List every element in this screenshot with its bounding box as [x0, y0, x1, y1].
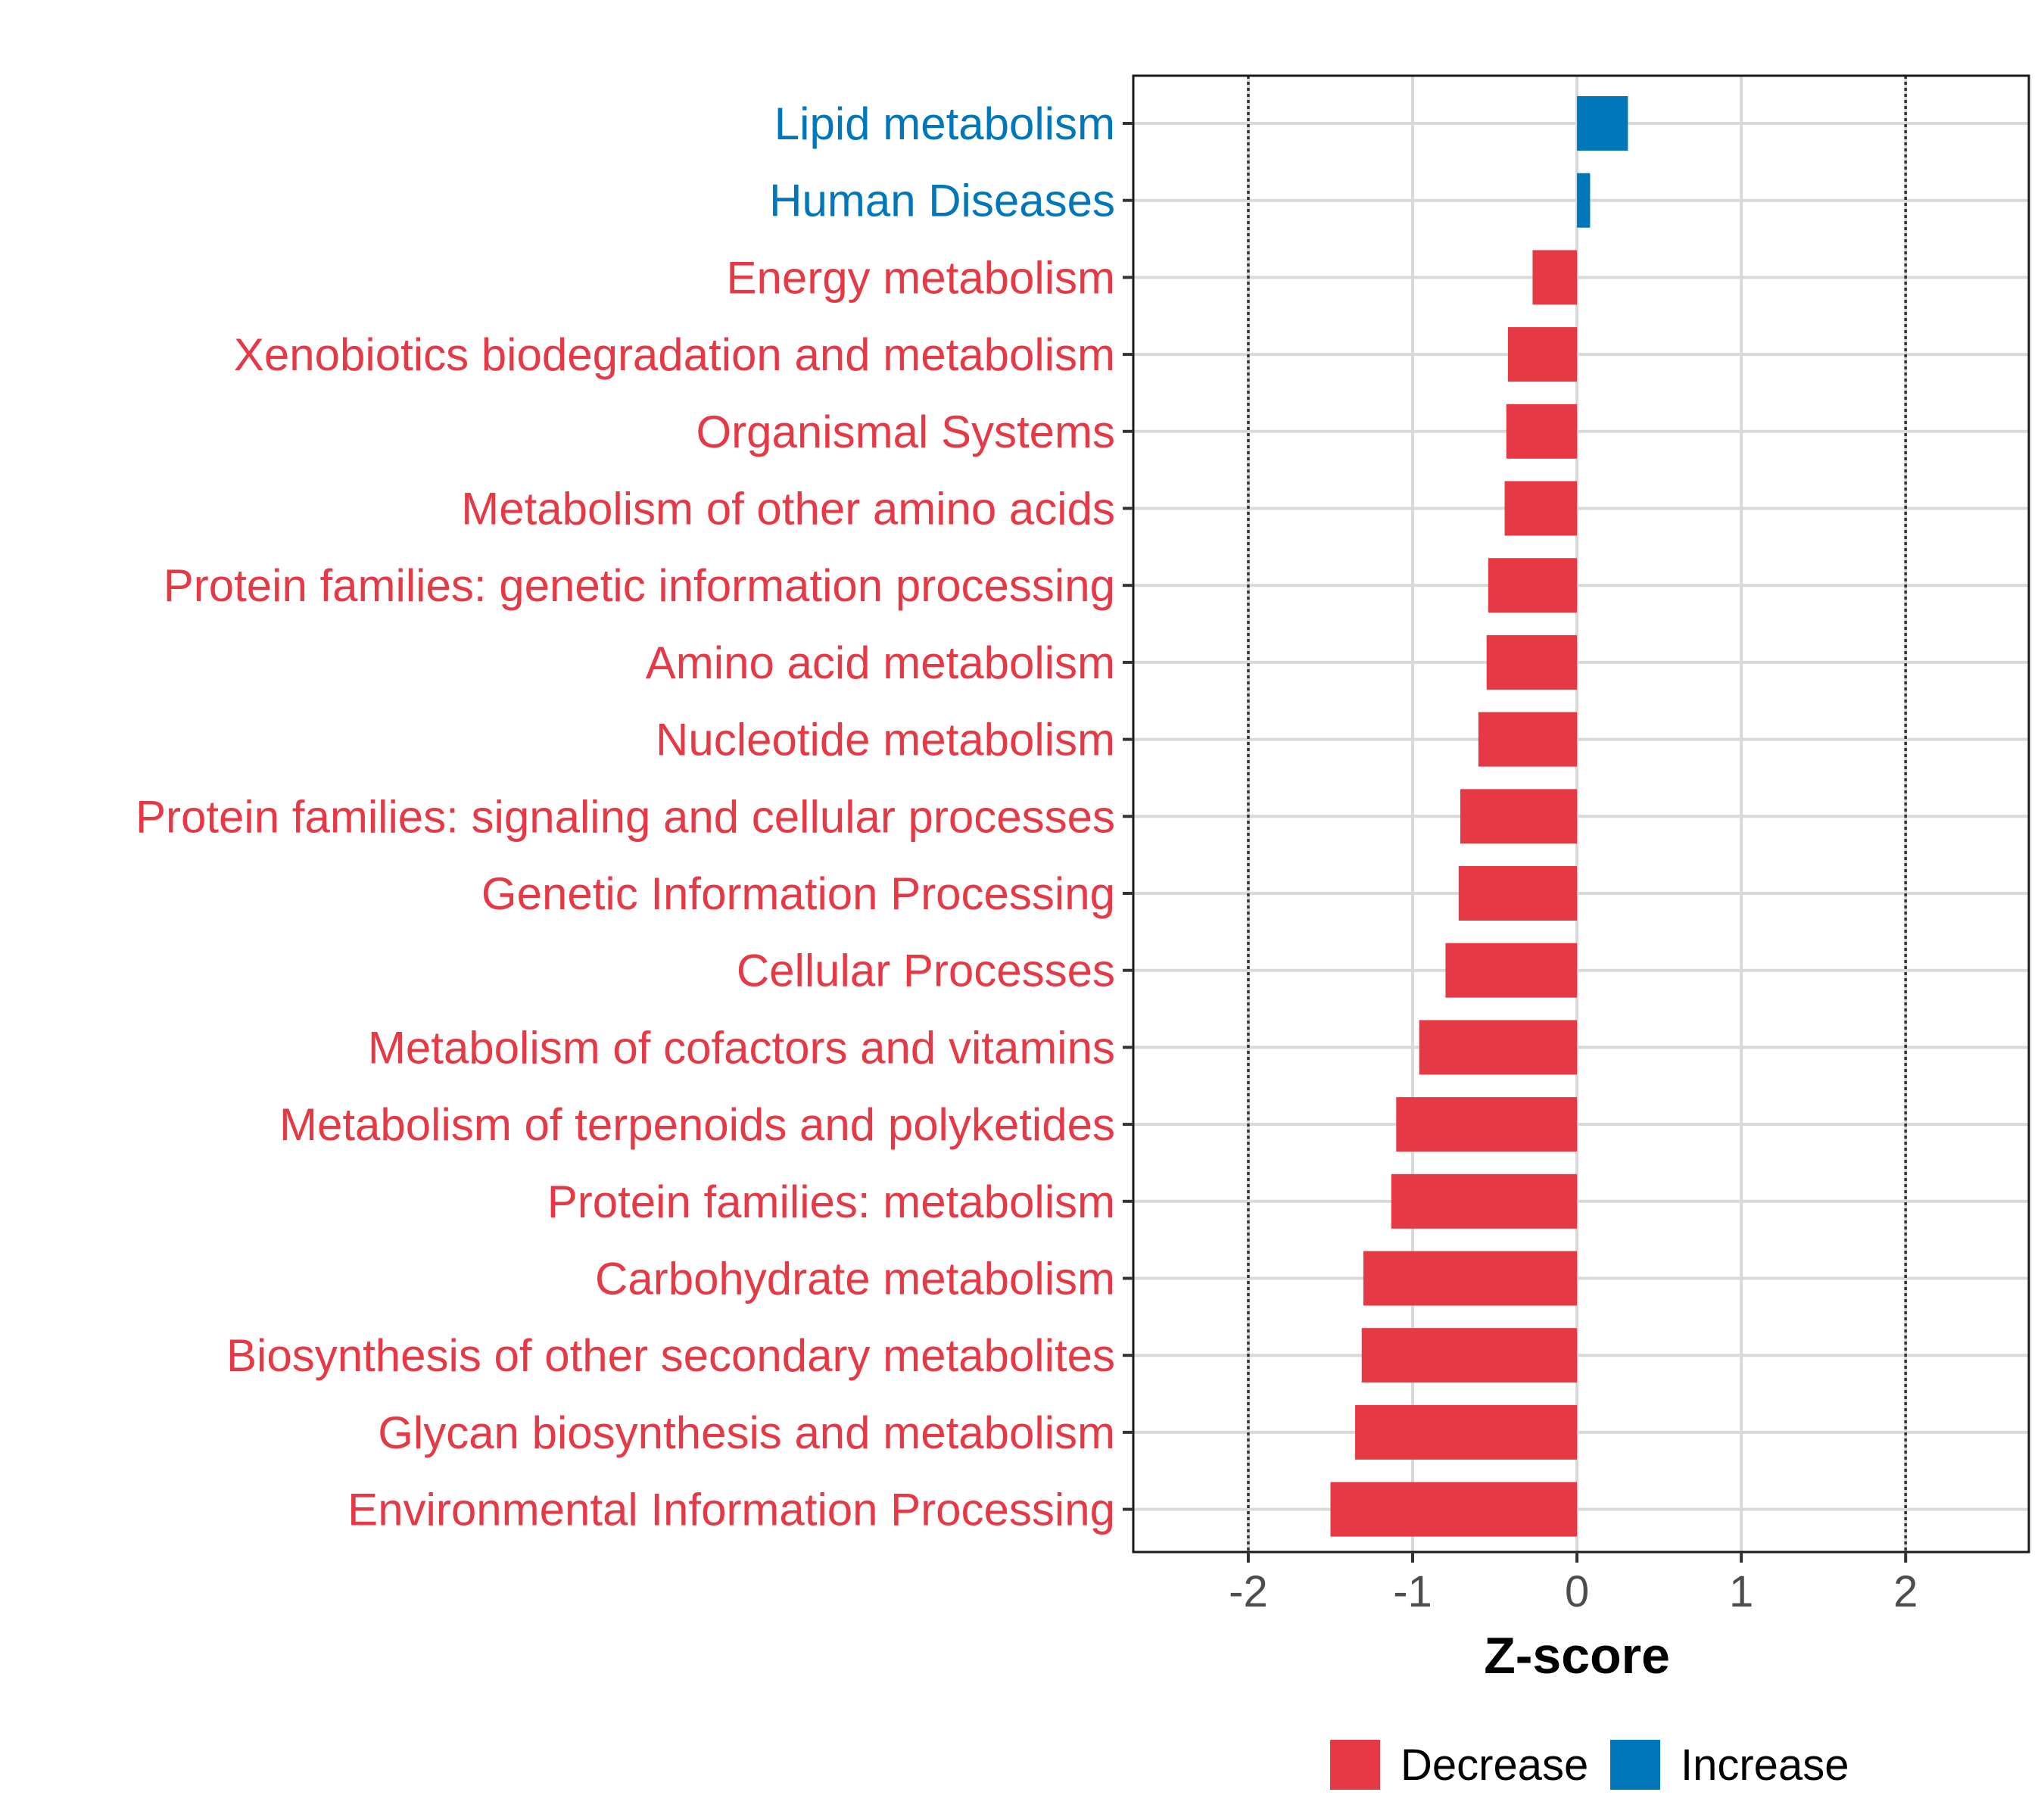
x-axis-title: Z-score	[1484, 1627, 1670, 1685]
bar	[1419, 1020, 1578, 1075]
category-label: Carbohydrate metabolism	[595, 1254, 1115, 1304]
bar	[1361, 1328, 1578, 1383]
bar	[1355, 1404, 1578, 1460]
bar	[1363, 1251, 1578, 1306]
bar	[1445, 943, 1578, 998]
category-label: Genetic Information Processing	[481, 868, 1115, 919]
legend-swatch-decrease	[1330, 1740, 1380, 1790]
bar	[1391, 1173, 1578, 1229]
category-label: Metabolism of cofactors and vitamins	[368, 1022, 1115, 1073]
bar	[1460, 789, 1578, 844]
bar	[1458, 866, 1578, 921]
bar	[1486, 634, 1578, 690]
category-label: Xenobiotics biodegradation and metabolis…	[234, 329, 1115, 380]
bars	[1330, 96, 1628, 1537]
x-tick-label: 1	[1729, 1567, 1753, 1616]
category-label: Protein families: genetic information pr…	[164, 560, 1115, 611]
category-label: Protein families: metabolism	[547, 1177, 1115, 1227]
x-tick-label: -1	[1393, 1567, 1432, 1616]
category-label: Energy metabolism	[726, 252, 1115, 303]
bar	[1504, 481, 1578, 536]
y-axis-ticks	[1123, 122, 1133, 1511]
category-label: Cellular Processes	[737, 946, 1115, 996]
category-label: Protein families: signaling and cellular…	[136, 791, 1115, 842]
category-label: Lipid metabolism	[774, 98, 1115, 149]
bar	[1507, 327, 1578, 382]
bar	[1577, 173, 1591, 228]
category-label: Amino acid metabolism	[646, 637, 1115, 688]
bar	[1506, 404, 1578, 459]
bar	[1478, 712, 1578, 767]
bar	[1396, 1097, 1578, 1152]
bar	[1330, 1482, 1578, 1537]
x-tick-label: 0	[1565, 1567, 1589, 1616]
category-label: Metabolism of other amino acids	[461, 484, 1115, 535]
x-tick-label: 2	[1893, 1567, 1918, 1616]
category-label: Biosynthesis of other secondary metaboli…	[226, 1330, 1115, 1381]
category-label: Nucleotide metabolism	[656, 715, 1115, 765]
bar	[1577, 96, 1628, 151]
plot-panel-border	[1132, 74, 2030, 1554]
x-tick-label: -2	[1229, 1567, 1268, 1616]
category-label: Organismal Systems	[696, 407, 1115, 457]
bar	[1532, 250, 1578, 305]
category-label: Human Diseases	[769, 176, 1115, 226]
category-label: Metabolism of terpenoids and polyketides	[279, 1099, 1115, 1150]
bar	[1488, 558, 1578, 613]
reference-lines	[1247, 76, 1907, 1552]
legend-label-increase: Increase	[1681, 1741, 1849, 1790]
category-label: Environmental Information Processing	[347, 1485, 1115, 1535]
category-label: Glycan biosynthesis and metabolism	[378, 1407, 1115, 1458]
legend-label-decrease: Decrease	[1401, 1741, 1588, 1790]
legend: Decrease Increase	[1330, 1740, 1849, 1790]
x-axis-ticks: -2 -1 0 1 2	[1229, 1552, 1918, 1616]
legend-swatch-increase	[1610, 1740, 1660, 1790]
y-axis-labels: Lipid metabolism Human Diseases Energy met…	[136, 98, 1115, 1535]
